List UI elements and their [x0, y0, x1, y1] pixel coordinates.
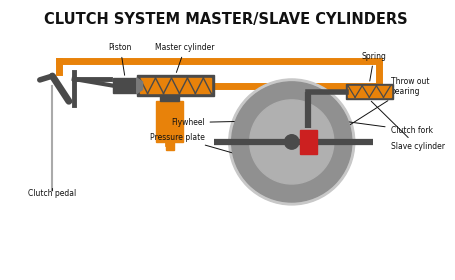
Text: Slave cylinder: Slave cylinder	[371, 101, 445, 151]
Text: Clutch fork: Clutch fork	[313, 117, 433, 135]
Bar	[348, 86, 390, 97]
Bar	[140, 78, 211, 94]
Text: Spring: Spring	[362, 52, 387, 81]
Text: Throw out
bearing: Throw out bearing	[319, 77, 429, 144]
Polygon shape	[136, 78, 142, 94]
Text: Pressure plate: Pressure plate	[150, 133, 265, 162]
Circle shape	[284, 135, 299, 149]
Bar	[156, 101, 183, 142]
Bar	[299, 130, 317, 153]
Text: CLUTCH SYSTEM MASTER/SLAVE CYLINDERS: CLUTCH SYSTEM MASTER/SLAVE CYLINDERS	[44, 12, 408, 27]
Bar	[113, 78, 136, 94]
Text: Clutch pedal: Clutch pedal	[28, 188, 76, 198]
Circle shape	[250, 100, 334, 184]
Text: Flywheel: Flywheel	[171, 118, 259, 127]
Text: Piston: Piston	[109, 43, 132, 75]
Text: Master cylinder: Master cylinder	[156, 43, 215, 73]
Circle shape	[232, 82, 352, 202]
Bar	[136, 75, 214, 96]
Bar	[346, 84, 393, 99]
Text: Reservoir: Reservoir	[172, 75, 211, 93]
Circle shape	[229, 79, 355, 205]
Bar	[166, 142, 173, 150]
Bar	[160, 94, 179, 101]
